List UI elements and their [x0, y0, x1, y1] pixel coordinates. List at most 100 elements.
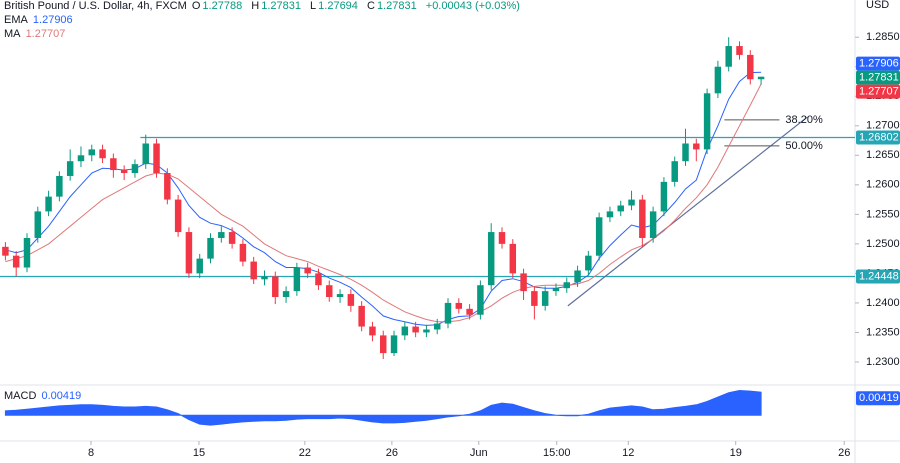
candle-body — [23, 237, 31, 268]
candle-body — [412, 326, 419, 333]
candle-body — [423, 329, 430, 333]
symbol-title: British Pound / U.S. Dollar, 4h, FXCM — [4, 0, 187, 12]
x-tick-label: 8 — [88, 447, 94, 459]
candle-body — [326, 285, 333, 298]
candle-body — [757, 76, 765, 80]
ma-legend: MA 1.27707 — [4, 28, 67, 41]
candle-body — [703, 93, 711, 150]
x-tick-label: 26 — [838, 447, 850, 459]
candle-body — [487, 232, 495, 286]
ohlc-label: O — [191, 0, 201, 12]
ohlc-value: 1.27694 — [318, 0, 358, 12]
candle-body — [185, 232, 193, 274]
price-tag-text: 1.27831 — [859, 72, 899, 84]
candle-body — [585, 255, 592, 271]
candle-body — [99, 149, 106, 159]
ohlc-label: C — [366, 0, 375, 12]
candle-body — [693, 143, 700, 150]
candle-body — [401, 326, 409, 336]
candle-body — [228, 232, 236, 244]
candle-body — [563, 282, 570, 289]
candle-body — [164, 173, 171, 200]
level-tag — [856, 269, 900, 284]
candle-body — [628, 199, 635, 206]
level-tag — [856, 130, 900, 145]
candle-body — [466, 308, 473, 315]
macd-legend: MACD 0.00419 — [4, 390, 83, 403]
candle-body — [142, 143, 149, 165]
x-tick-label: 22 — [299, 447, 311, 459]
level-tag-text: 1.24448 — [859, 270, 899, 282]
candle-body — [358, 305, 365, 327]
candle-body — [315, 273, 322, 286]
candle-body — [2, 246, 9, 256]
candle-body — [509, 243, 517, 274]
candle-body — [736, 46, 743, 55]
y-tick-label: 1.23000 — [866, 356, 900, 368]
candle-body — [520, 273, 527, 292]
candle-body — [336, 294, 344, 298]
candle-body — [250, 261, 257, 280]
level-tag-text: 1.26802 — [859, 131, 899, 143]
candle-body — [747, 54, 754, 80]
x-tick-label: 26 — [386, 447, 398, 459]
candle-body — [369, 326, 376, 336]
indicator-value: 1.27906 — [32, 14, 73, 26]
indicator-name: MACD — [4, 390, 37, 402]
x-tick-label: Jun — [470, 447, 488, 459]
y-tick-label: 1.23500 — [866, 326, 900, 338]
candle-body — [196, 258, 203, 274]
indicator-value: 1.27707 — [25, 28, 66, 40]
candle-body — [88, 149, 95, 156]
candle-body — [660, 181, 668, 212]
ohlc-value: 1.27831 — [261, 0, 301, 12]
price-tag-text: 1.27906 — [859, 58, 899, 70]
candle-body — [455, 302, 463, 309]
indicator-line — [5, 83, 762, 323]
candle-body — [531, 291, 538, 306]
change-value: +0.00043 (+0.03%) — [425, 0, 520, 12]
price-tag — [856, 70, 900, 85]
candle-body — [606, 211, 614, 218]
candle-body — [714, 66, 722, 94]
trendline — [567, 116, 808, 307]
indicator-name: MA — [4, 28, 21, 40]
currency-label: USD — [866, 0, 889, 11]
candle-body — [34, 211, 42, 238]
candle-body — [56, 175, 63, 197]
candle-body — [45, 196, 52, 212]
candle-body — [218, 232, 225, 238]
candle-body — [617, 205, 624, 212]
candle-body — [120, 170, 128, 174]
candle-body — [261, 276, 268, 280]
candle-body — [649, 211, 657, 238]
candle-body — [207, 237, 214, 259]
candle-body — [347, 294, 355, 306]
macd-area — [4, 389, 762, 426]
candle-body — [239, 243, 247, 262]
y-tick-label: 1.26500 — [866, 149, 900, 161]
candle-body — [595, 217, 603, 256]
indicator-value: 0.00419 — [41, 390, 82, 402]
y-tick-label: 1.24000 — [866, 297, 900, 309]
candle-body — [282, 291, 290, 298]
x-tick-label: 19 — [730, 447, 742, 459]
macd-tag-text: 0.00419 — [859, 392, 899, 404]
ohlc-value: 1.27788 — [202, 0, 243, 12]
candle-body — [66, 161, 74, 176]
ohlc-label: L — [310, 0, 317, 12]
candle-body — [390, 335, 398, 354]
ohlc-value: 1.27831 — [376, 0, 417, 12]
y-tick-label: 1.26000 — [866, 179, 900, 191]
ema-legend: EMA 1.27906 — [4, 14, 75, 27]
candle-body — [682, 143, 689, 162]
candle-body — [725, 46, 732, 67]
ohlc-label: H — [251, 0, 260, 12]
fib-label: 50.00% — [785, 140, 823, 152]
candle-body — [77, 155, 85, 162]
x-tick-label: 15 — [193, 447, 205, 459]
candle-body — [639, 199, 646, 238]
